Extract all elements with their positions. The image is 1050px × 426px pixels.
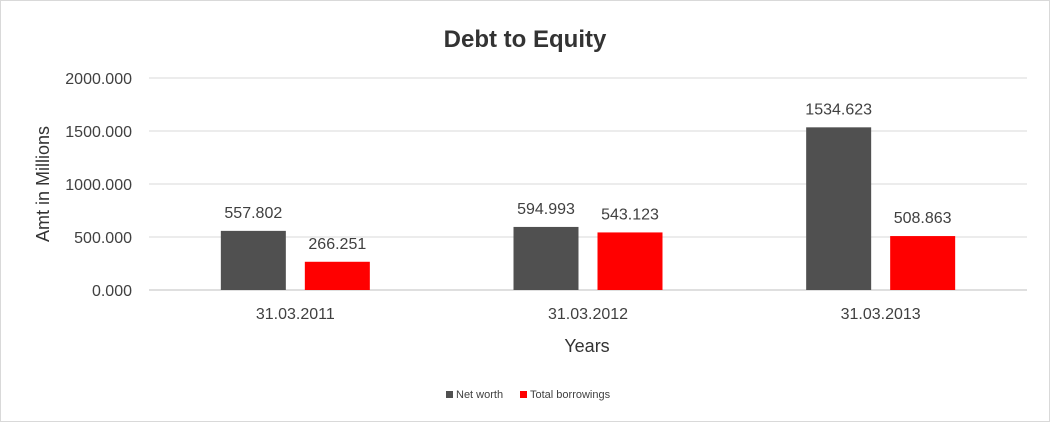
legend-swatch bbox=[520, 391, 527, 398]
data-label: 1534.623 bbox=[805, 101, 872, 118]
x-tick-labels: 31.03.2011 31.03.2012 31.03.2013 bbox=[256, 306, 921, 323]
bar bbox=[513, 226, 579, 290]
y-tick-label: 2000.000 bbox=[65, 71, 132, 88]
y-tick-label: 0.000 bbox=[92, 283, 132, 300]
grid-lines bbox=[149, 77, 1027, 291]
y-tick-labels: 0.000 500.000 1000.000 1500.000 2000.000 bbox=[65, 71, 132, 300]
bar bbox=[890, 236, 956, 290]
data-labels: 557.802 266.251 594.993 543.123 1534.623 508.… bbox=[224, 101, 951, 252]
x-axis-title: Years bbox=[564, 336, 609, 356]
data-label: 266.251 bbox=[308, 236, 366, 253]
bar bbox=[220, 230, 286, 290]
x-tick-label: 31.03.2013 bbox=[841, 306, 921, 323]
legend-label: Net worth bbox=[456, 389, 503, 401]
data-label: 543.123 bbox=[601, 206, 659, 223]
x-tick-label: 31.03.2011 bbox=[256, 306, 335, 323]
chart-title: Debt to Equity bbox=[444, 26, 607, 53]
data-label: 594.993 bbox=[517, 201, 575, 218]
x-tick-label: 31.03.2012 bbox=[548, 306, 628, 323]
legend-swatch bbox=[446, 391, 453, 398]
y-tick-label: 500.000 bbox=[74, 230, 132, 247]
bar bbox=[806, 127, 872, 291]
y-tick-label: 1500.000 bbox=[65, 124, 132, 141]
data-label: 508.863 bbox=[894, 210, 952, 227]
legend: Net worth Total borrowings bbox=[446, 389, 611, 401]
data-label: 557.802 bbox=[224, 205, 282, 222]
bars bbox=[220, 127, 956, 291]
y-axis-title: Amt in Millions bbox=[33, 126, 53, 242]
bar bbox=[304, 261, 370, 290]
legend-label: Total borrowings bbox=[530, 389, 611, 401]
y-tick-label: 1000.000 bbox=[65, 177, 132, 194]
bar bbox=[597, 232, 663, 290]
